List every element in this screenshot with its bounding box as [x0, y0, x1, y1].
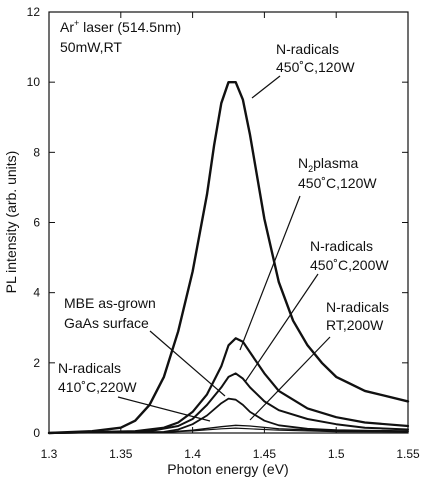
series5-leader-line [149, 330, 226, 397]
laser-annotation-line1: Ar+ laser (514.5nm) [60, 18, 181, 35]
series3-label-line2: 450˚C,200W [310, 257, 389, 273]
tick-layer [48, 11, 409, 434]
series-3-line [48, 372, 409, 434]
laser-annotation-plus: + [74, 18, 79, 28]
series6-label-line1: N-radicals [58, 360, 121, 376]
laser-annotation-rest: laser (514.5nm) [79, 19, 181, 35]
y-tick-label: 12 [27, 5, 41, 19]
series-4-line [48, 397, 409, 434]
tick-label-layer: 1.3 1.35 1.4 1.45 1.5 1.55 0 2 4 6 8 10 12 [27, 5, 420, 461]
series4-label-line1: N-radicals [326, 299, 389, 315]
series2-label-n: N [298, 155, 308, 171]
x-tick-label: 1.45 [253, 447, 277, 461]
series2-label-line1: N2plasma [298, 155, 358, 174]
series1-leader-line [251, 75, 281, 99]
x-tick-label: 1.5 [328, 447, 345, 461]
series2-label-sub: 2 [308, 164, 313, 174]
series6-leader-line [117, 396, 211, 422]
series2-label-plasma: plasma [313, 155, 358, 171]
series2-leader-line [239, 195, 301, 351]
laser-annotation-line2: 50mW,RT [60, 39, 122, 55]
x-tick-label: 1.55 [396, 447, 420, 461]
x-tick-label: 1.35 [109, 447, 133, 461]
y-tick-label: 4 [33, 286, 40, 300]
series-6-line [48, 427, 409, 434]
series1-label-line2: 450˚C,120W [276, 59, 355, 75]
y-tick-label: 6 [33, 216, 40, 230]
x-axis-label: Photon energy (eV) [167, 461, 288, 477]
series6-label-line2: 410˚C,220W [58, 379, 137, 395]
x-tick-label: 1.3 [41, 447, 58, 461]
series-layer [47, 81, 410, 435]
series-1-line [47, 81, 410, 435]
series5-label-line2: GaAs surface [64, 315, 149, 331]
y-axis-label: PL intensity (arb. units) [3, 151, 19, 294]
series3-leader-line [244, 273, 319, 383]
y-tick-label: 2 [33, 356, 40, 370]
y-tick-label: 10 [27, 75, 41, 89]
series5-label-line1: MBE as-grown [64, 295, 156, 311]
leader-lines [117, 75, 331, 422]
series-2-line [47, 337, 410, 435]
y-tick-label: 0 [33, 426, 40, 440]
series4-label-line2: RT,200W [326, 317, 384, 333]
series3-label-line1: N-radicals [310, 238, 373, 254]
series4-leader-line [249, 336, 331, 421]
y-tick-label: 8 [33, 145, 40, 159]
laser-annotation-ar: Ar [60, 19, 74, 35]
series1-label-line1: N-radicals [276, 41, 339, 57]
x-tick-label: 1.4 [184, 447, 201, 461]
series2-label-line2: 450˚C,120W [298, 175, 377, 191]
